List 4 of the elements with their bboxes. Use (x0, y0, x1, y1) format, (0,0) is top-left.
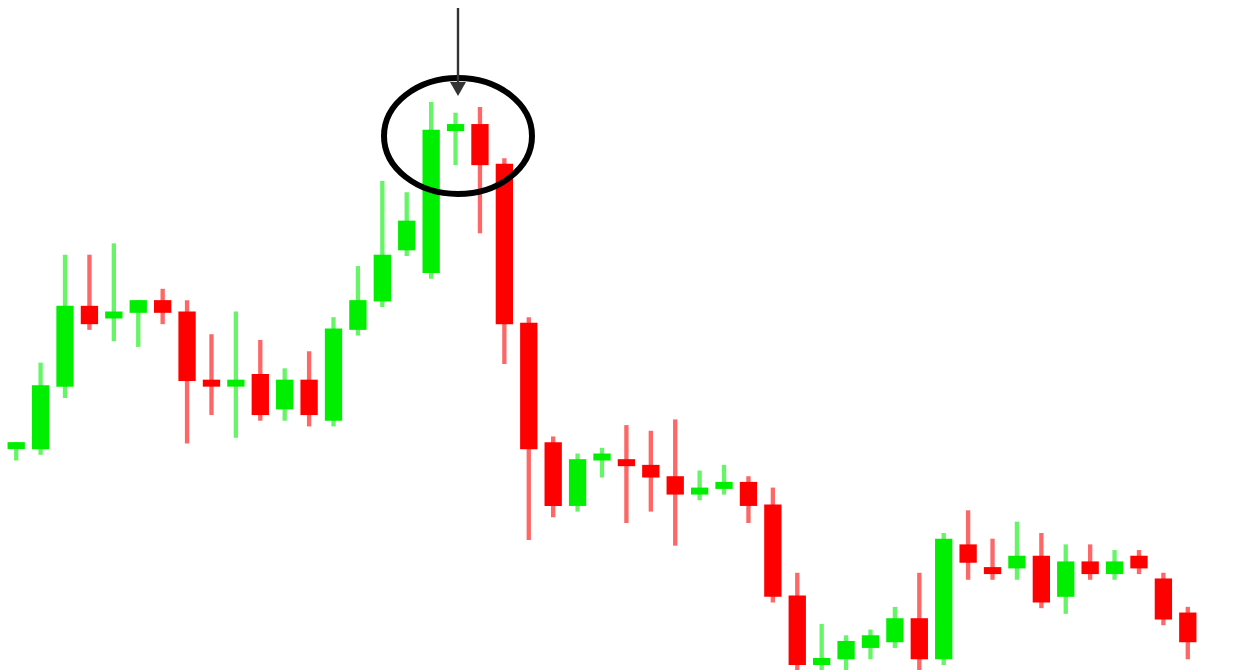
candlestick (617, 425, 636, 523)
candlestick (202, 334, 221, 416)
candlestick (446, 112, 465, 166)
candlestick (983, 538, 1002, 580)
